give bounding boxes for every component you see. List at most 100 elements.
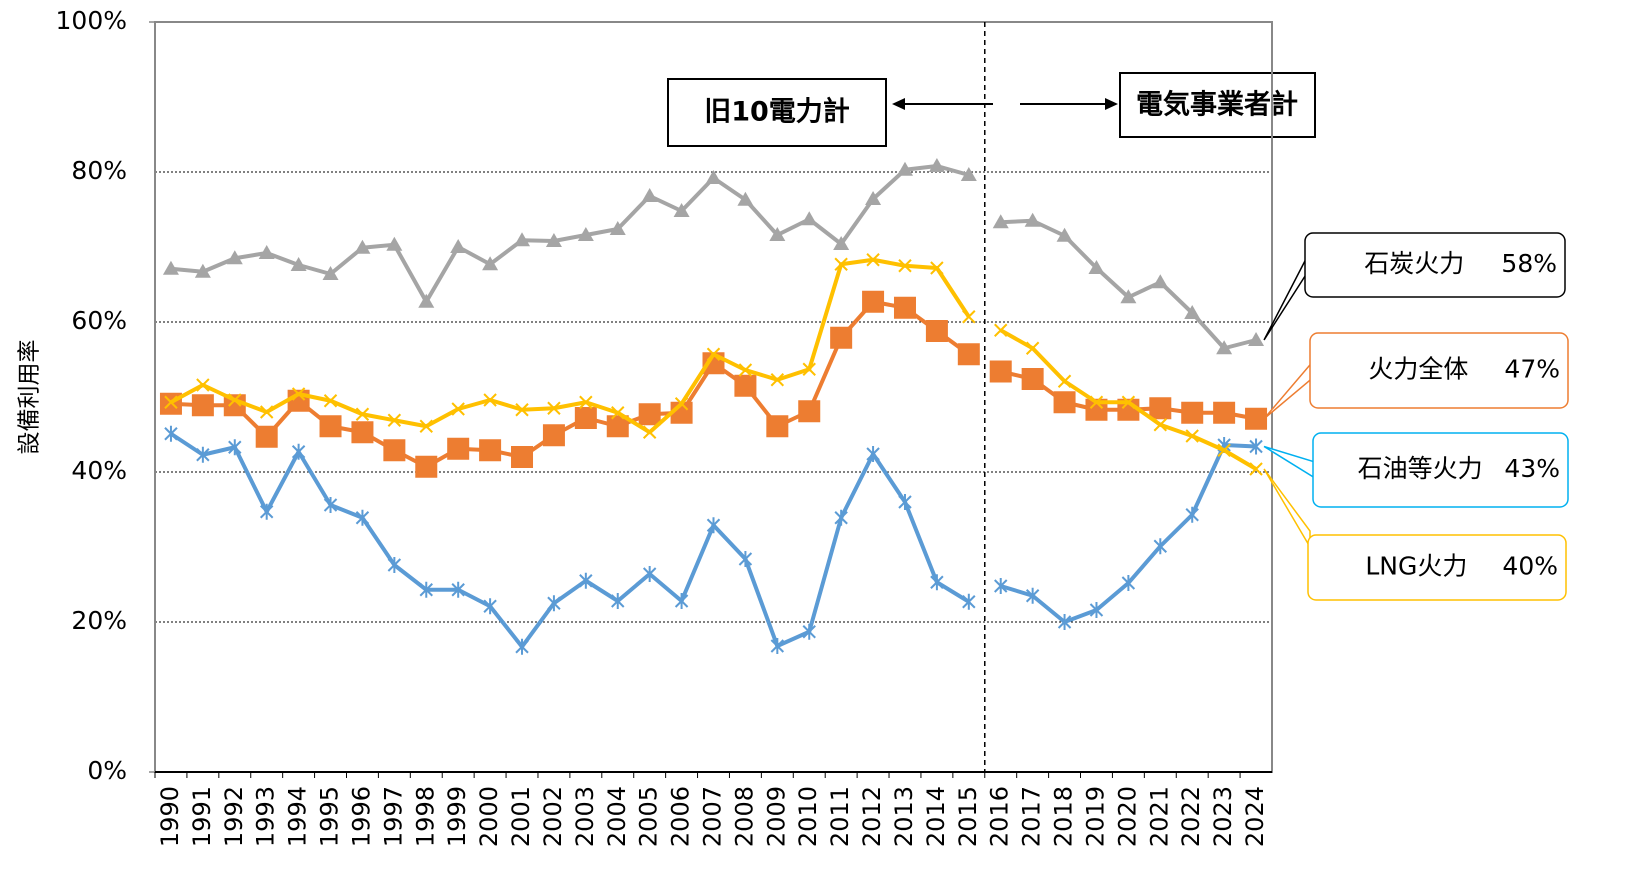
- marker: [1121, 395, 1136, 409]
- marker: [994, 323, 1008, 337]
- marker: [1152, 274, 1169, 289]
- annotation-box: [1119, 72, 1316, 138]
- marker: [734, 374, 757, 397]
- x-tick-label: 1991: [188, 786, 216, 847]
- marker: [830, 326, 853, 349]
- marker: [738, 551, 753, 567]
- annotation-text: 旧10電力計: [704, 96, 850, 128]
- arrow-head: [1105, 98, 1118, 110]
- marker: [1153, 538, 1168, 555]
- marker: [706, 347, 721, 361]
- callout-box: [1309, 332, 1569, 409]
- marker: [862, 290, 885, 313]
- x-tick-label: 2023: [1209, 786, 1237, 847]
- x-tick-label: 2000: [475, 786, 503, 847]
- x-tick-label: 2010: [794, 786, 822, 847]
- marker: [1213, 401, 1236, 424]
- marker: [1089, 602, 1104, 618]
- marker: [450, 239, 467, 253]
- marker: [228, 393, 242, 407]
- x-tick-label: 2003: [571, 786, 599, 847]
- marker: [706, 517, 721, 534]
- x-tick-label: 2005: [635, 786, 663, 847]
- marker: [355, 407, 370, 421]
- marker: [1021, 368, 1044, 390]
- callout-box: [1304, 232, 1566, 298]
- marker: [609, 221, 626, 235]
- marker: [738, 363, 753, 377]
- x-tick-label: 2016: [986, 786, 1014, 847]
- marker: [1056, 227, 1073, 242]
- x-tick-label: 2011: [826, 786, 854, 847]
- y-tick-label: 0%: [87, 756, 127, 785]
- x-tick-label: 1995: [316, 786, 344, 847]
- marker: [319, 415, 342, 438]
- marker: [638, 403, 661, 426]
- marker: [930, 574, 944, 591]
- marker: [705, 170, 722, 184]
- marker: [418, 293, 435, 308]
- marker: [1053, 391, 1076, 414]
- marker: [1088, 260, 1105, 274]
- marker: [1184, 305, 1201, 319]
- marker: [514, 232, 531, 247]
- series-line: [170, 257, 971, 435]
- marker: [893, 296, 916, 319]
- marker: [1024, 212, 1041, 227]
- marker: [1057, 374, 1072, 388]
- marker: [451, 402, 465, 416]
- marker: [323, 497, 338, 513]
- annotation-box: [667, 78, 887, 147]
- marker: [228, 439, 242, 456]
- x-tick-label: 2004: [603, 786, 631, 847]
- marker: [483, 598, 497, 615]
- marker: [223, 394, 246, 417]
- marker: [641, 188, 658, 202]
- marker: [194, 263, 211, 278]
- x-tick-label: 2008: [730, 786, 758, 847]
- marker: [611, 406, 625, 420]
- marker: [642, 566, 657, 582]
- end-label: 47%: [1504, 355, 1560, 384]
- arrow-head: [892, 98, 905, 110]
- marker: [1153, 418, 1168, 432]
- marker: [992, 214, 1009, 229]
- marker: [802, 623, 816, 640]
- end-label: 43%: [1504, 454, 1560, 483]
- marker: [547, 595, 561, 612]
- marker: [323, 394, 338, 408]
- marker: [930, 261, 944, 275]
- marker: [164, 425, 178, 442]
- x-tick-label: 2013: [890, 786, 918, 847]
- marker: [1248, 332, 1265, 346]
- marker: [579, 395, 593, 409]
- marker: [770, 638, 785, 654]
- marker: [226, 250, 243, 265]
- x-tick-label: 2006: [667, 786, 695, 847]
- x-tick-label: 1990: [156, 786, 184, 847]
- marker: [866, 253, 880, 267]
- marker: [386, 236, 403, 251]
- x-tick-label: 2019: [1081, 786, 1109, 847]
- x-tick-label: 1998: [411, 786, 439, 847]
- marker: [1245, 407, 1268, 430]
- marker: [766, 415, 789, 438]
- marker: [542, 424, 565, 447]
- marker: [798, 400, 821, 423]
- marker: [925, 320, 948, 342]
- marker: [322, 266, 339, 280]
- marker: [611, 593, 625, 609]
- marker: [383, 439, 406, 462]
- marker: [1121, 575, 1136, 591]
- marker: [834, 257, 848, 271]
- marker: [1181, 401, 1204, 424]
- marker: [415, 455, 438, 478]
- marker: [1249, 462, 1263, 476]
- x-tick-label: 2012: [858, 786, 886, 847]
- y-tick-label: 80%: [71, 156, 127, 185]
- marker: [802, 362, 816, 376]
- marker: [928, 158, 945, 172]
- marker: [511, 446, 534, 468]
- x-tick-label: 2014: [922, 786, 950, 847]
- marker: [1185, 429, 1199, 443]
